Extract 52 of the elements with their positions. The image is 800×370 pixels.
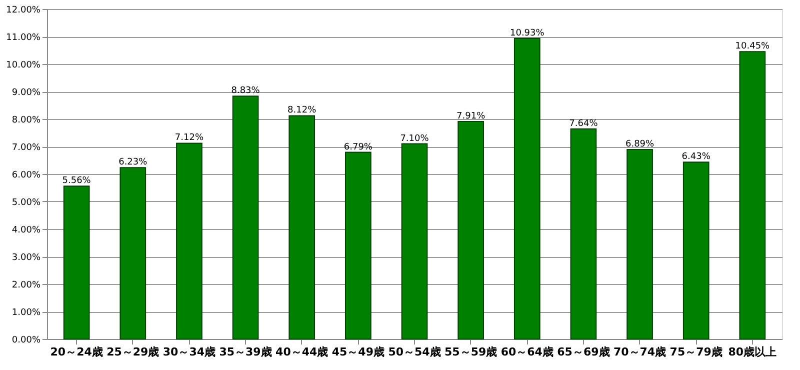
y-tick-label: 12.00%: [6, 6, 41, 16]
data-label: 7.10%: [400, 134, 430, 144]
data-label: 6.79%: [344, 142, 373, 152]
data-label: 5.56%: [62, 176, 92, 186]
bar: [288, 115, 316, 340]
bar: [232, 96, 259, 340]
bar: [345, 152, 372, 340]
data-label: 8.12%: [288, 106, 317, 116]
data-label: 6.43%: [682, 152, 711, 162]
x-tick-label: 35～39歳: [219, 346, 272, 358]
bar: [682, 162, 710, 340]
x-tick-label: 30～34歳: [162, 346, 216, 358]
bar: [739, 51, 766, 340]
data-label: 7.64%: [569, 118, 598, 129]
y-tick-label: 9.00%: [12, 88, 41, 98]
y-tick-label: 0.00%: [12, 336, 41, 346]
y-tick-label: 1.00%: [12, 308, 41, 318]
x-tick-label: 50～54歳: [388, 346, 441, 358]
x-tick-label: 65～69歳: [557, 346, 610, 358]
bar: [63, 186, 90, 340]
data-label: 6.89%: [625, 140, 655, 150]
data-label: 6.23%: [118, 158, 148, 168]
data-label: 7.12%: [174, 133, 204, 144]
bar: [401, 143, 428, 340]
x-tick-label: 25～29歳: [106, 346, 160, 358]
data-label: 10.45%: [735, 42, 770, 52]
y-tick-label: 4.00%: [12, 226, 41, 236]
y-tick-label: 10.00%: [6, 60, 41, 70]
bar: [626, 149, 653, 340]
x-tick-label: 55～59歳: [444, 346, 498, 358]
data-label: 8.83%: [231, 86, 260, 96]
bar: [514, 38, 540, 340]
y-tick-label: 8.00%: [12, 116, 41, 126]
bar: [176, 142, 202, 340]
x-tick-label: 60～64歳: [500, 346, 554, 358]
y-tick-label: 7.00%: [12, 143, 41, 153]
x-tick-label: 75～79歳: [670, 346, 722, 358]
x-tick-label: 40～44歳: [276, 346, 328, 358]
x-tick-label: 70～74歳: [613, 346, 666, 358]
y-tick-label: 2.00%: [12, 280, 41, 290]
x-tick-label: 80歳以上: [728, 346, 777, 358]
y-tick-label: 5.00%: [12, 198, 41, 208]
y-tick-label: 3.00%: [12, 253, 41, 263]
x-tick-label: 45～49歳: [332, 346, 384, 358]
data-label: 10.93%: [510, 28, 545, 38]
bar: [458, 120, 484, 340]
y-tick-label: 6.00%: [12, 170, 41, 180]
x-tick-label: 20～24歳: [50, 346, 103, 358]
y-tick-label: 11.00%: [6, 33, 41, 43]
bar: [570, 128, 597, 340]
bar: [120, 167, 146, 340]
data-label: 7.91%: [456, 111, 486, 122]
